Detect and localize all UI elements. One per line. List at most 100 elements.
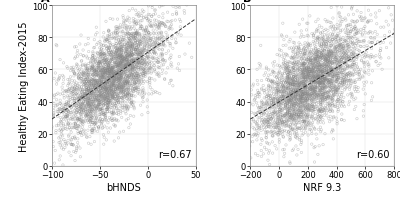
Point	[278, 96, 285, 99]
Point	[62, 103, 68, 107]
Point	[65, 109, 71, 112]
Point	[296, 54, 303, 58]
Point	[331, 67, 337, 70]
Point	[117, 57, 124, 61]
Point	[293, 101, 299, 105]
Point	[340, 77, 346, 80]
Point	[338, 65, 345, 68]
Point	[327, 68, 333, 72]
Point	[96, 67, 102, 70]
Point	[344, 64, 351, 67]
Point	[329, 70, 336, 73]
Point	[166, 58, 173, 61]
Point	[252, 94, 258, 98]
Point	[64, 115, 70, 118]
Point	[113, 76, 119, 79]
Point	[282, 67, 288, 70]
Point	[106, 116, 112, 120]
Point	[99, 72, 106, 76]
Point	[130, 36, 136, 39]
Point	[90, 95, 97, 98]
Point	[338, 59, 344, 62]
Point	[138, 53, 144, 56]
Point	[283, 92, 289, 95]
Point	[118, 77, 124, 80]
Point	[328, 83, 334, 86]
Point	[89, 86, 95, 89]
Point	[90, 74, 96, 77]
Point	[335, 88, 341, 92]
Point	[90, 65, 96, 68]
Point	[104, 104, 110, 107]
Point	[130, 18, 136, 21]
Point	[334, 35, 340, 38]
Point	[110, 104, 116, 107]
Point	[340, 47, 346, 50]
Point	[76, 99, 83, 103]
Point	[348, 37, 354, 40]
Point	[349, 66, 356, 69]
Point	[78, 107, 85, 110]
Point	[123, 89, 130, 92]
Point	[115, 56, 121, 59]
Point	[97, 91, 103, 94]
Point	[312, 60, 318, 63]
Point	[126, 33, 132, 36]
Point	[74, 127, 81, 130]
Point	[305, 66, 312, 70]
Point	[100, 94, 106, 97]
Point	[278, 109, 284, 113]
Point	[268, 127, 274, 130]
Point	[299, 73, 306, 77]
Point	[263, 68, 270, 71]
Point	[334, 57, 340, 60]
Point	[334, 66, 340, 69]
Point	[291, 118, 298, 121]
Point	[96, 71, 102, 75]
Point	[72, 123, 78, 126]
Point	[118, 74, 124, 78]
Point	[101, 54, 107, 57]
Point	[113, 71, 120, 74]
Point	[83, 89, 90, 92]
Point	[117, 53, 123, 57]
Point	[276, 90, 282, 94]
Point	[270, 118, 276, 121]
Point	[72, 102, 78, 105]
Point	[263, 148, 270, 151]
Point	[126, 92, 132, 95]
Point	[105, 110, 111, 114]
Point	[120, 58, 126, 61]
Point	[314, 80, 320, 83]
Point	[104, 73, 110, 76]
Point	[268, 99, 274, 102]
Point	[112, 84, 118, 87]
Point	[108, 90, 114, 93]
Point	[111, 72, 118, 75]
Point	[93, 114, 99, 118]
Point	[317, 74, 324, 78]
Point	[336, 63, 342, 66]
Point	[126, 40, 132, 43]
Point	[338, 96, 344, 99]
Point	[91, 62, 97, 65]
Point	[94, 100, 101, 103]
Point	[330, 115, 337, 119]
Point	[130, 105, 137, 108]
Point	[299, 70, 306, 73]
Point	[116, 89, 122, 92]
Point	[114, 112, 120, 115]
Point	[326, 70, 332, 73]
Point	[60, 74, 66, 78]
Point	[120, 77, 126, 80]
Point	[113, 56, 120, 59]
Point	[142, 75, 148, 79]
Point	[297, 71, 303, 74]
Point	[261, 97, 268, 100]
Point	[338, 105, 345, 108]
Point	[275, 129, 282, 132]
Point	[364, 81, 370, 84]
Point	[347, 66, 353, 69]
Point	[315, 64, 321, 67]
Point	[297, 73, 303, 76]
